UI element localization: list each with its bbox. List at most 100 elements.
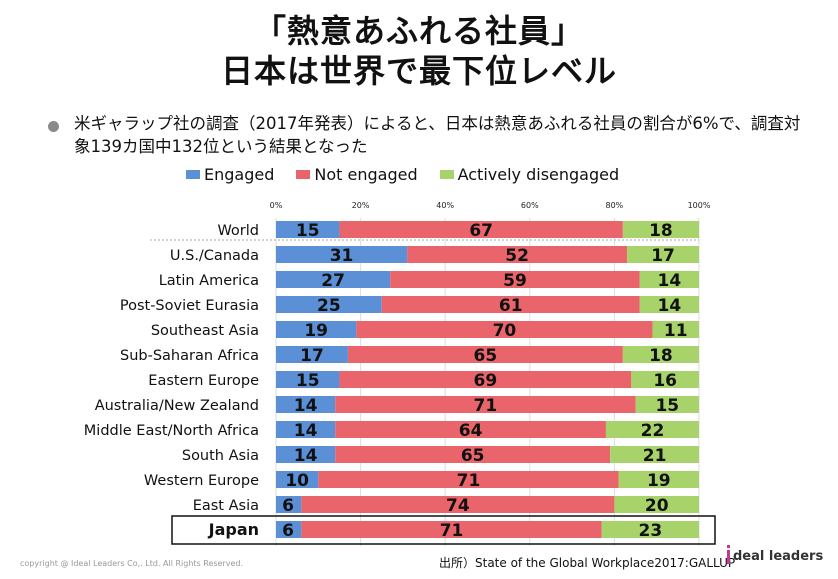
data-label: 52 [505, 246, 529, 266]
category-label: East Asia [193, 498, 259, 514]
data-label: 65 [474, 346, 498, 366]
bar-segment [605, 421, 699, 438]
bar-segment [276, 396, 336, 413]
x-tick-label: 100% [688, 201, 711, 210]
bar-segment [301, 496, 615, 513]
legend-swatch-engaged [186, 169, 200, 179]
legend-label-not-engaged: Not engaged [314, 164, 418, 184]
bar-segment [614, 496, 699, 513]
data-label: 16 [653, 371, 677, 391]
bar-segment [639, 296, 699, 313]
bar-segment [339, 371, 632, 388]
data-label: 61 [499, 296, 523, 316]
legend-item-engaged: Engaged [186, 165, 274, 184]
data-label: 71 [474, 396, 498, 416]
bar-segment [601, 521, 699, 538]
data-label: 18 [649, 221, 673, 241]
copyright-text: copyright @ Ideal Leaders Co,. Ltd. All … [20, 559, 244, 568]
category-label: Latin America [159, 273, 259, 289]
legend-swatch-not-engaged [296, 169, 311, 179]
bar-segment [276, 221, 340, 238]
category-label: Eastern Europe [148, 373, 259, 389]
x-tick-label: 20% [352, 201, 370, 210]
highlight-frame [171, 515, 716, 545]
data-label: 14 [294, 446, 318, 466]
data-label: 6 [282, 496, 294, 516]
bar-segment [627, 246, 699, 263]
bar-segment [276, 521, 302, 538]
data-label: 71 [457, 471, 481, 491]
bar-segment [276, 271, 391, 288]
data-label: 65 [461, 446, 485, 466]
legend-label-disengaged: Actively disengaged [457, 164, 620, 184]
bar-segment [635, 396, 699, 413]
logo-mark-icon [727, 544, 730, 564]
bar-segment [652, 321, 699, 338]
source-text: 出所）State of the Global Workplace2017:GAL… [439, 556, 736, 570]
category-label: South Asia [182, 448, 259, 464]
data-label: 11 [664, 321, 688, 341]
category-label: Western Europe [144, 473, 259, 489]
data-label: 67 [469, 221, 493, 241]
data-label: 19 [647, 471, 671, 491]
bar-segment [618, 471, 699, 488]
x-tick-label: 80% [606, 201, 624, 210]
data-label: 59 [503, 271, 527, 291]
bar-segment [631, 371, 699, 388]
category-label: World [217, 223, 259, 239]
logo-text: deal leaders [733, 549, 824, 564]
category-label: U.S./Canada [170, 248, 259, 264]
x-tick-label: 0% [270, 201, 283, 210]
data-label: 14 [294, 396, 318, 416]
title-line-1: 「熱意あふれる社員」 [253, 12, 584, 50]
data-label: 19 [304, 321, 328, 341]
data-label: 6 [282, 521, 294, 541]
chart-legend: Engaged Not engaged Actively disengaged [186, 163, 641, 185]
bar-segment [622, 221, 699, 238]
category-label: Sub-Saharan Africa [120, 348, 259, 364]
data-label: 10 [285, 471, 309, 491]
bar-segment [276, 346, 348, 363]
category-label: Post-Soviet Eurasia [120, 298, 259, 314]
bar-segment [276, 471, 319, 488]
data-label: 69 [474, 371, 498, 391]
bar-segment [381, 296, 640, 313]
company-logo: deal leaders [727, 544, 824, 564]
data-label: 15 [296, 371, 320, 391]
bar-segment [276, 446, 336, 463]
data-label: 21 [643, 446, 667, 466]
bullet-text: 米ギャラップ社の調査（2017年発表）によると、日本は熱意あふれる社員の割合が6… [74, 114, 801, 156]
data-label: 15 [296, 221, 320, 241]
bar-segment [276, 321, 357, 338]
bullet-icon [48, 121, 59, 132]
title-line-2: 日本は世界で最下位レベル [220, 52, 617, 90]
data-label: 20 [645, 496, 669, 516]
bar-segment [390, 271, 640, 288]
bar-segment [335, 421, 606, 438]
bar-segment [276, 246, 408, 263]
legend-item-disengaged: Actively disengaged [439, 164, 620, 184]
bar-segment [622, 346, 699, 363]
category-label: Southeast Asia [151, 323, 259, 339]
data-label: 70 [493, 321, 517, 341]
data-label: 14 [294, 421, 318, 441]
category-label: Japan [208, 520, 259, 539]
data-label: 71 [440, 521, 464, 541]
data-label: 14 [658, 296, 682, 316]
bar-segment [339, 221, 623, 238]
data-label: 23 [639, 521, 663, 541]
bar-segment [301, 521, 602, 538]
x-tick-label: 40% [436, 201, 454, 210]
category-label: Middle East/North Africa [84, 423, 259, 439]
bar-segment [276, 296, 382, 313]
bar-segment [610, 446, 699, 463]
bar-segment [276, 496, 302, 513]
bar-segment [639, 271, 699, 288]
data-label: 64 [459, 421, 483, 441]
data-label: 17 [300, 346, 324, 366]
data-label: 22 [641, 421, 665, 441]
bar-segment [318, 471, 619, 488]
legend-label-engaged: Engaged [204, 164, 275, 184]
bar-segment [335, 446, 611, 463]
